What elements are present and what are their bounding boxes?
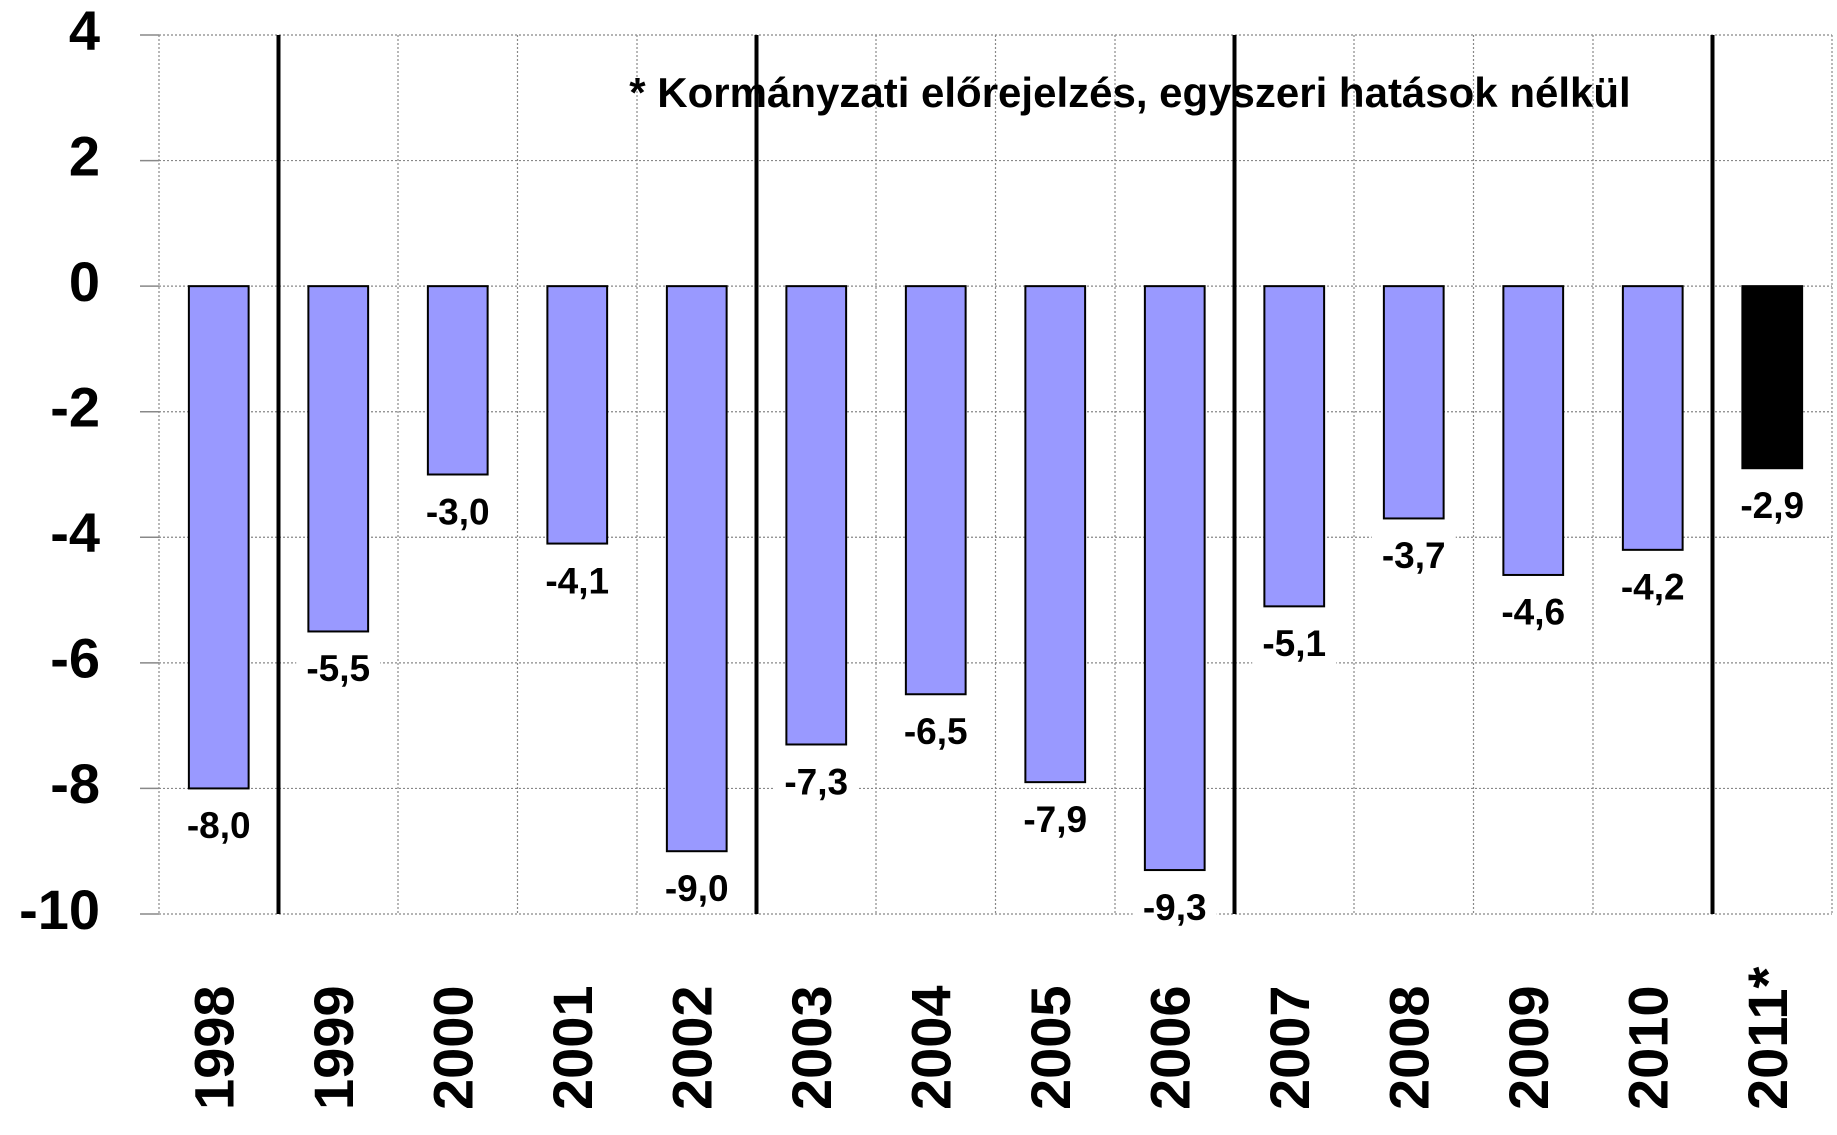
- x-tick-label: 2010: [1617, 985, 1680, 1110]
- x-tick-label: 2004: [900, 985, 963, 1110]
- y-tick-label: -6: [50, 627, 100, 690]
- y-tick-label: 4: [69, 0, 100, 62]
- value-label-bg: [1371, 536, 1456, 581]
- y-tick-label: 2: [69, 124, 100, 187]
- value-label-bg: [1013, 800, 1098, 845]
- bar: [665, 285, 728, 853]
- value-label-bg: [893, 712, 978, 757]
- value-label-bg: [415, 492, 500, 537]
- x-tick-label: 1998: [183, 985, 246, 1110]
- bar: [785, 285, 848, 746]
- x-tick-label: 2008: [1378, 985, 1441, 1110]
- value-label-bg: [176, 806, 261, 851]
- separators: [276, 35, 1715, 914]
- value-label: -4,2: [1621, 567, 1685, 608]
- bar: [904, 285, 967, 696]
- value-label-bg: [1730, 486, 1815, 531]
- x-tick-label: 2006: [1139, 985, 1202, 1110]
- x-tick-label: 2000: [422, 985, 485, 1110]
- y-tick-label: -10: [19, 878, 100, 941]
- value-label-bg: [774, 762, 859, 807]
- x-tick-label: 1999: [302, 985, 365, 1110]
- bar: [307, 285, 370, 633]
- bar: [1621, 285, 1684, 551]
- bar: [1382, 285, 1445, 520]
- value-label: -4,6: [1501, 592, 1565, 633]
- value-label-bg: [1610, 567, 1695, 612]
- value-label: -3,0: [426, 491, 490, 532]
- y-tick-label: -8: [50, 752, 100, 815]
- x-tick-label: 2002: [661, 985, 724, 1110]
- bar: [187, 285, 250, 790]
- x-tick-label: 2007: [1258, 985, 1321, 1110]
- x-tick-label: 2011*: [1736, 967, 1799, 1110]
- value-label-bg: [1252, 624, 1337, 669]
- value-label-bg: [654, 869, 739, 914]
- value-label-bg: [535, 561, 620, 606]
- y-tick-label: -4: [50, 501, 100, 564]
- bar: [1143, 285, 1206, 872]
- value-label: -8,0: [187, 805, 251, 846]
- x-tick-label: 2009: [1497, 985, 1560, 1110]
- annotation: * Kormányzati előrejelzés, egyszeri hatá…: [629, 69, 1630, 116]
- y-tick-label: 0: [69, 250, 100, 313]
- value-label: -2,9: [1740, 485, 1804, 526]
- x-tick-label: 2003: [780, 985, 843, 1110]
- bar: [1263, 285, 1326, 608]
- bar: [1502, 285, 1565, 576]
- value-label-bg: [1132, 888, 1217, 933]
- value-label: -3,7: [1382, 535, 1446, 576]
- bar: [1741, 285, 1804, 470]
- value-label: -4,1: [545, 560, 609, 601]
- value-label: -7,3: [784, 761, 848, 802]
- value-label: -9,0: [665, 868, 729, 909]
- value-label-bg: [1491, 592, 1576, 637]
- bar: [546, 285, 609, 545]
- value-label: -9,3: [1143, 887, 1207, 928]
- x-tick-label: 2005: [1019, 985, 1082, 1110]
- bar: [1024, 285, 1087, 784]
- value-label: -7,9: [1023, 799, 1087, 840]
- y-tick-label: -2: [50, 376, 100, 439]
- x-tick-label: 2001: [541, 985, 604, 1110]
- value-label: -5,5: [306, 648, 370, 689]
- value-label: -5,1: [1262, 623, 1326, 664]
- value-label: -6,5: [904, 711, 968, 752]
- bar: [426, 285, 489, 476]
- value-label-bg: [296, 649, 381, 694]
